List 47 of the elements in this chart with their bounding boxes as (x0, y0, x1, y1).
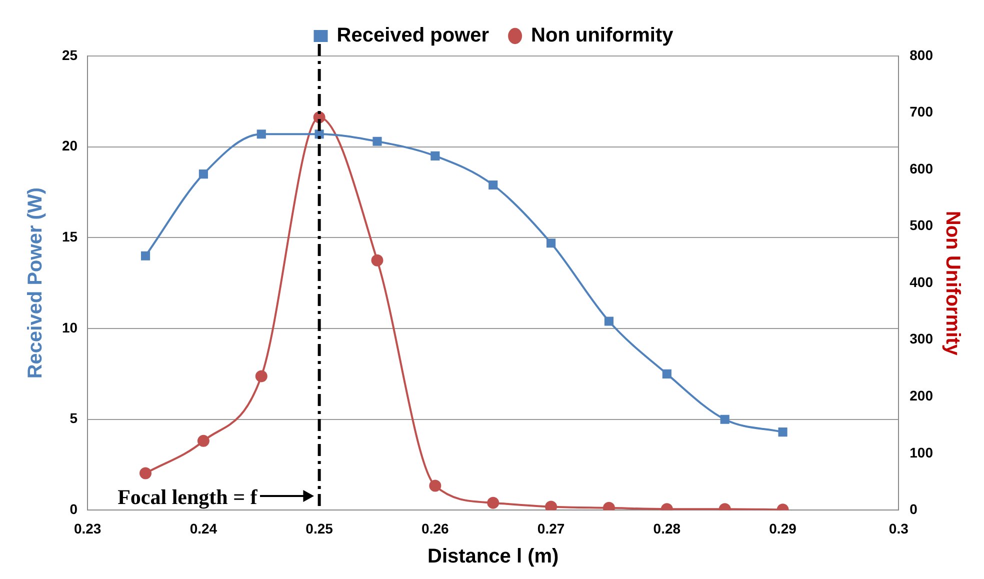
point (430, 151, 440, 160)
point (720, 414, 730, 424)
y-tick-label: 20 (62, 138, 78, 154)
point (372, 136, 382, 146)
point (256, 130, 266, 139)
point (778, 428, 788, 437)
point (604, 316, 614, 326)
legend-label: Non uniformity (531, 24, 674, 47)
point (429, 480, 442, 492)
y-tick-label: 10 (62, 319, 78, 336)
x-tick-label: 0.24 (190, 520, 218, 536)
point (140, 251, 150, 260)
y2-tick-label: 800 (910, 46, 934, 63)
x-axis-title: Distance l (m) (428, 546, 559, 568)
point (255, 370, 268, 382)
y2-tick-label: 500 (910, 217, 934, 234)
x-tick-label: 0.25 (306, 520, 334, 536)
y2-tick-label: 600 (910, 160, 934, 176)
y-tick-label: 15 (62, 228, 78, 245)
y2-tick-label: 0 (910, 501, 918, 518)
x-tick-label: 0.29 (769, 520, 797, 536)
point (488, 180, 498, 190)
point (546, 238, 556, 248)
point (371, 254, 384, 266)
y-axis-title: Received Power (W) (24, 188, 47, 379)
y2-tick-label: 100 (910, 444, 934, 460)
ref-line-label: Focal length = f (118, 485, 258, 510)
y-tick-label: 5 (70, 410, 78, 426)
point (197, 434, 210, 447)
x-tick-label: 0.27 (537, 520, 565, 536)
x-tick-label: 0.28 (653, 520, 681, 536)
y2-tick-label: 700 (910, 104, 934, 120)
legend-label: Received power (336, 24, 490, 47)
y-tick-label: 0 (70, 501, 78, 518)
x-tick-label: 0.3 (888, 520, 909, 536)
point (198, 170, 208, 179)
point (487, 496, 500, 509)
x-tick-label: 0.23 (74, 520, 102, 536)
point (545, 500, 558, 510)
point (662, 369, 672, 378)
y2-tick-label: 300 (910, 330, 934, 347)
y-tick-label: 25 (62, 46, 78, 63)
point (140, 467, 152, 480)
x-tick-label: 0.26 (422, 520, 450, 536)
y2-tick-label: 200 (910, 388, 934, 404)
y2-tick-label: 400 (910, 274, 934, 290)
y2-axis-title: Non Uniformity (941, 210, 964, 356)
